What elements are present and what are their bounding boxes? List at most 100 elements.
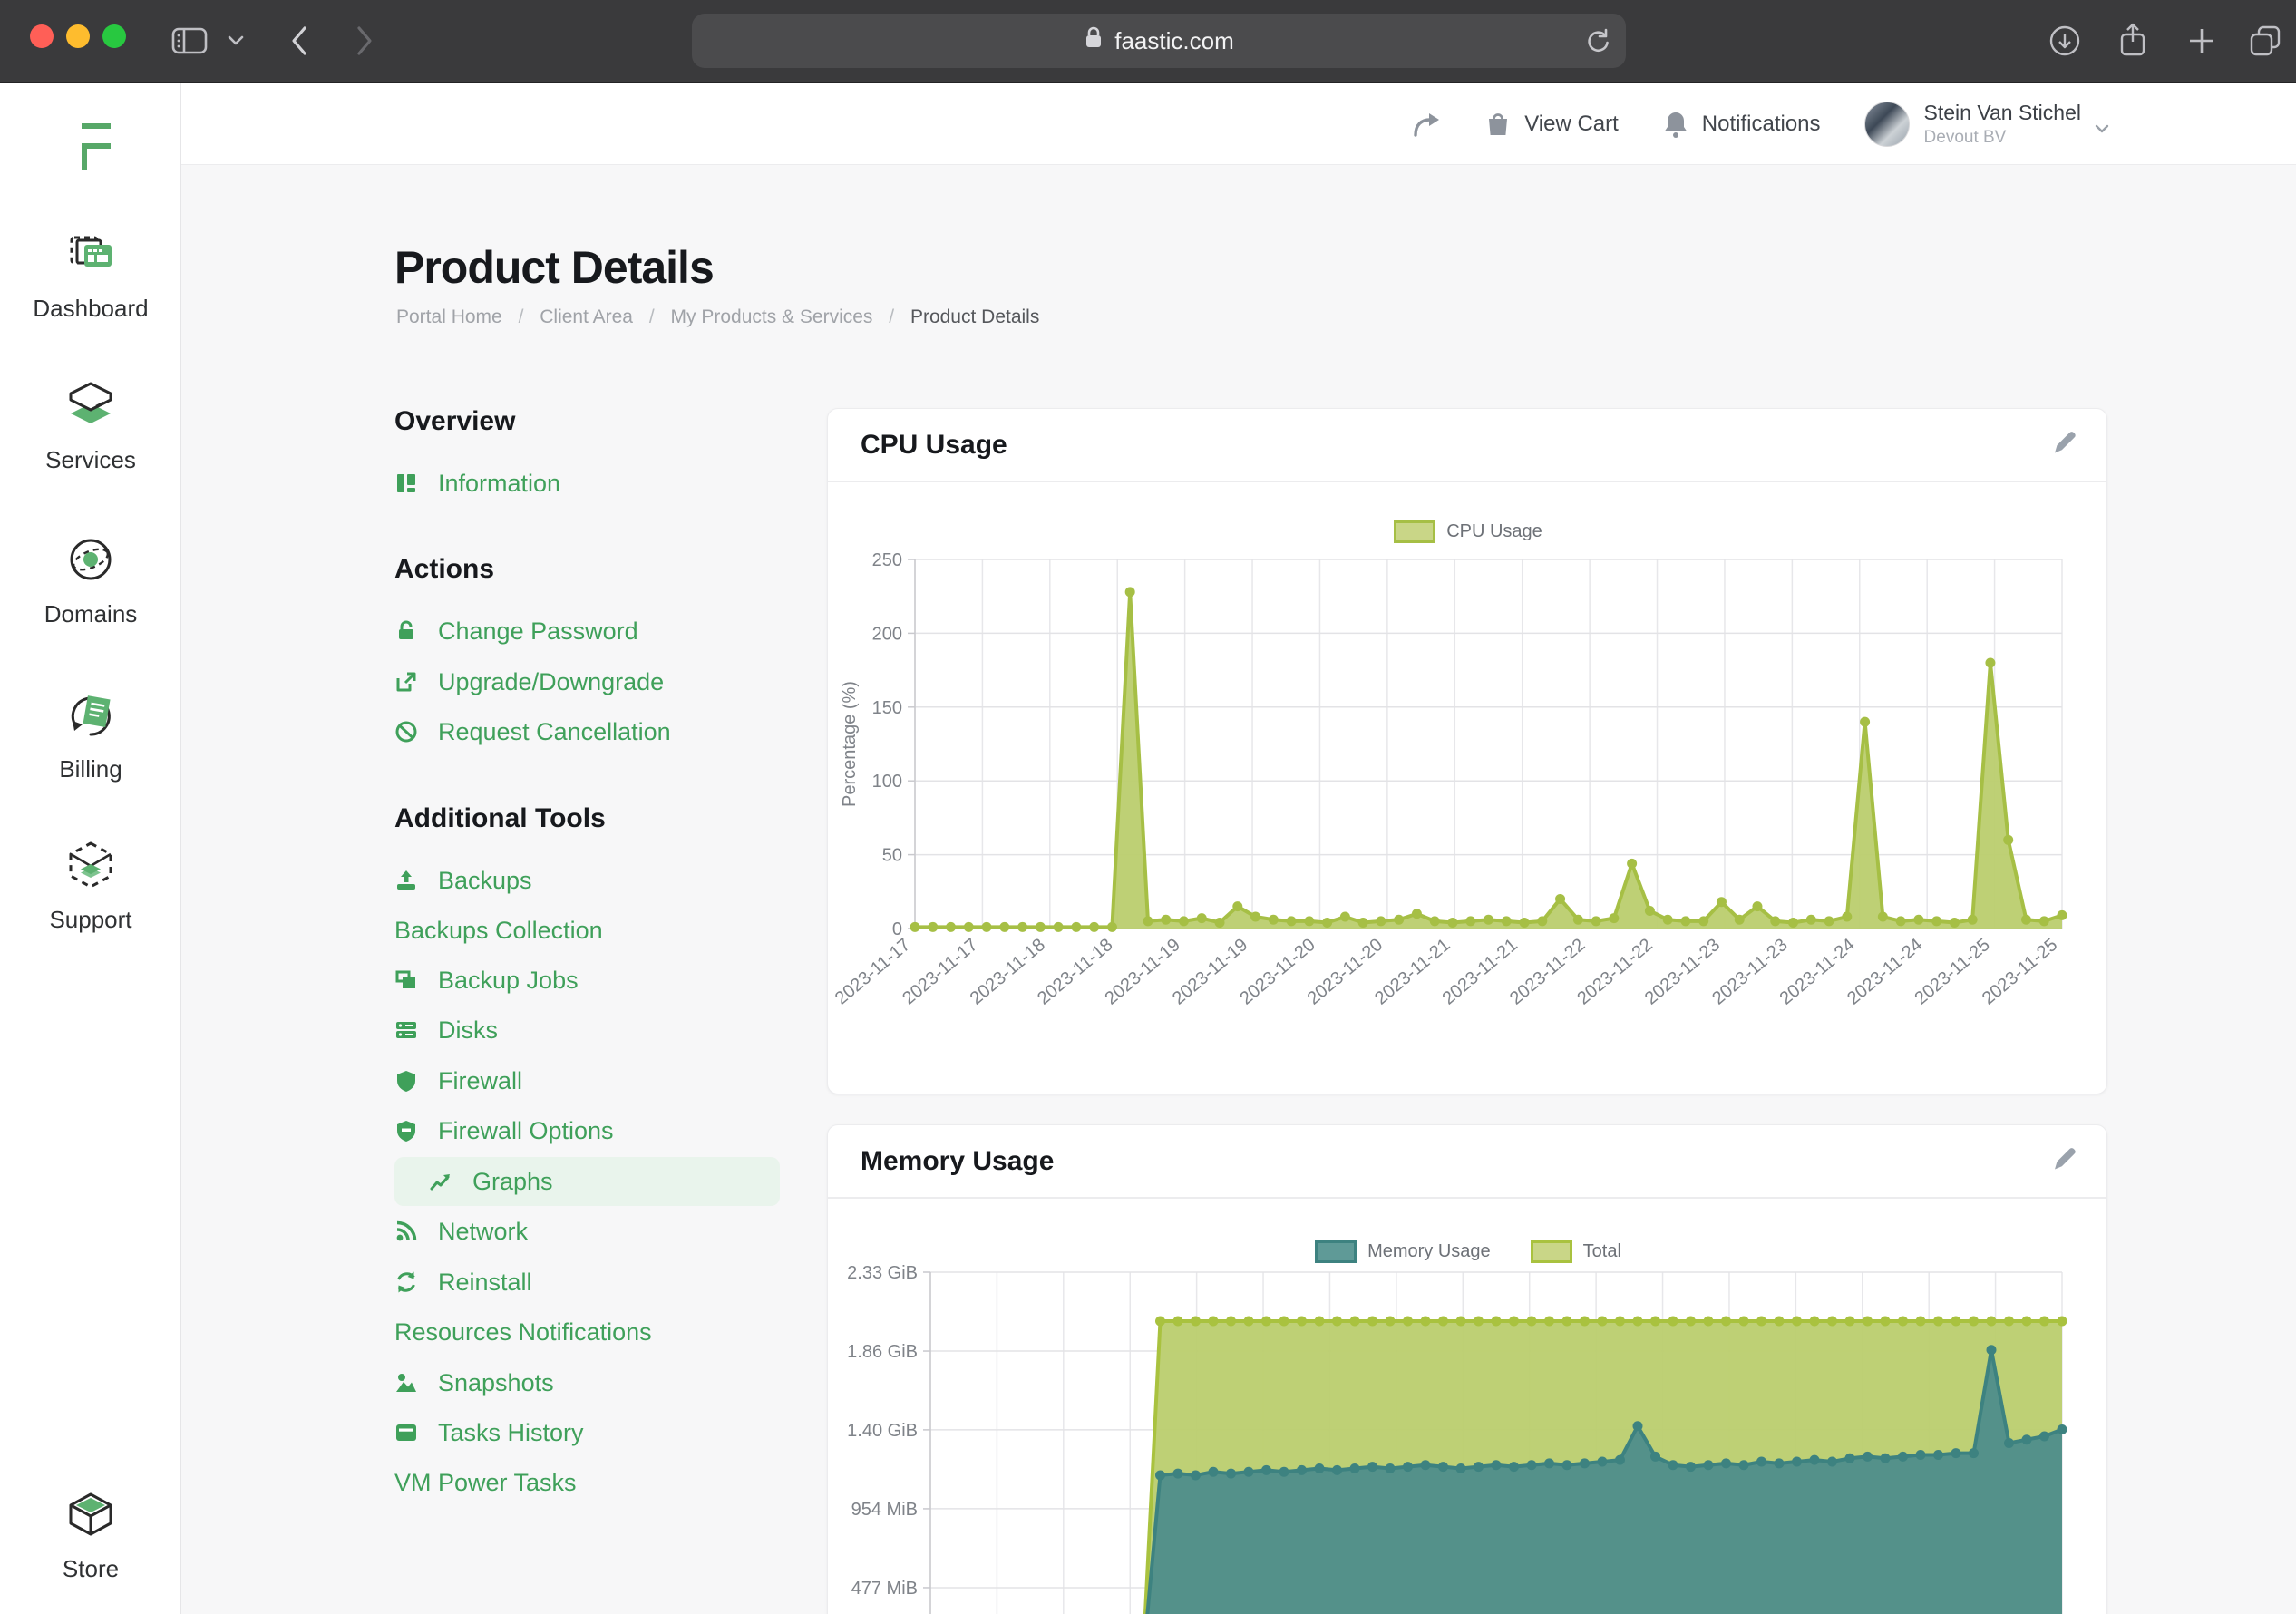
- nav-item-backups[interactable]: Backups: [394, 856, 780, 905]
- chart-line-icon: [429, 1170, 452, 1193]
- browser-chrome: faastic.com: [0, 0, 2296, 83]
- reload-icon[interactable]: [1584, 27, 1611, 54]
- copy-icon: [394, 968, 418, 992]
- breadcrumb-item[interactable]: Client Area: [540, 306, 633, 327]
- nav-item-label: Upgrade/Downgrade: [438, 668, 664, 696]
- nav-item-backup-jobs[interactable]: Backup Jobs: [394, 956, 780, 1005]
- nav-item-disks[interactable]: Disks: [394, 1006, 780, 1055]
- quick-action-button[interactable]: [1412, 111, 1441, 138]
- nav-item-label: Request Cancellation: [438, 718, 671, 746]
- legend-swatch-cpu: [1394, 520, 1435, 543]
- window-close-button[interactable]: [30, 24, 54, 48]
- user-block: Stein Van Stichel Devout BV: [1924, 101, 2081, 148]
- support-icon: [63, 880, 118, 896]
- sidebar-item-label: Services: [0, 446, 181, 474]
- nav-item-tasks-history[interactable]: Tasks History: [394, 1408, 780, 1457]
- upload-icon: [394, 869, 418, 892]
- nav-item-information[interactable]: Information: [394, 459, 780, 508]
- nav-item-graphs[interactable]: Graphs: [394, 1157, 780, 1206]
- window-minimize-button[interactable]: [66, 24, 90, 48]
- legend-entry: CPU Usage: [1394, 520, 1542, 543]
- address-bar[interactable]: faastic.com: [692, 14, 1626, 68]
- sidebar-toggle-icon[interactable]: [170, 25, 209, 56]
- sync-icon: [394, 1270, 418, 1294]
- sidebar-item-label: Support: [0, 906, 181, 934]
- nav-item-request-cancellation[interactable]: Request Cancellation: [394, 707, 780, 756]
- nav-item-resources-notifications[interactable]: Resources Notifications: [394, 1308, 780, 1356]
- new-tab-icon[interactable]: [2187, 26, 2216, 55]
- card-title: CPU Usage: [861, 430, 1007, 461]
- chevron-down-icon: [2094, 123, 2110, 134]
- nav-item-firewall-options[interactable]: Firewall Options: [394, 1106, 780, 1155]
- sidebar-item-support[interactable]: Support: [0, 838, 181, 934]
- svg-text:2023-11-25: 2023-11-25: [1979, 935, 2061, 1009]
- breadcrumb: Portal Home / Client Area / My Products …: [396, 306, 1039, 328]
- back-icon[interactable]: [288, 24, 310, 58]
- page-title: Product Details: [394, 241, 714, 294]
- nav-item-change-password[interactable]: Change Password: [394, 607, 780, 656]
- breadcrumb-item[interactable]: My Products & Services: [671, 306, 873, 327]
- svg-text:Percentage (%): Percentage (%): [840, 681, 860, 807]
- legend-swatch-memory-usage: [1315, 1240, 1357, 1263]
- memory-usage-card: Memory Usage 0 B477 MiB954 MiB1.40 GiB1.…: [827, 1124, 2107, 1614]
- nav-item-snapshots[interactable]: Snapshots: [394, 1358, 780, 1407]
- window-zoom-button[interactable]: [102, 24, 126, 48]
- view-cart-button[interactable]: View Cart: [1484, 110, 1619, 139]
- nav-item-label: Change Password: [438, 617, 638, 646]
- tab-overview-icon[interactable]: [2247, 23, 2283, 59]
- svg-text:1.86 GiB: 1.86 GiB: [847, 1342, 918, 1362]
- svg-text:100: 100: [872, 772, 902, 792]
- chevron-down-icon[interactable]: [227, 34, 245, 47]
- forward-icon[interactable]: [354, 24, 375, 58]
- breadcrumb-item[interactable]: Portal Home: [396, 306, 502, 327]
- external-link-icon: [394, 670, 418, 694]
- shield-minus-icon: [394, 1119, 418, 1142]
- svg-text:250: 250: [872, 550, 902, 570]
- user-menu[interactable]: Stein Van Stichel Devout BV: [1864, 101, 2110, 148]
- cpu-chart: 0501001502002502023-11-172023-11-172023-…: [828, 482, 2107, 1094]
- nav-item-label: Backups: [438, 867, 532, 895]
- nav-item-network[interactable]: Network: [394, 1207, 780, 1256]
- legend-label: CPU Usage: [1446, 521, 1542, 542]
- edit-icon[interactable]: [2048, 427, 2079, 462]
- cpu-usage-card: CPU Usage 0501001502002502023-11-172023-…: [827, 408, 2107, 1094]
- memory-legend: Memory Usage Total: [828, 1240, 2107, 1263]
- sidebar-item-store[interactable]: Store: [0, 1487, 181, 1583]
- legend-label: Total: [1583, 1241, 1621, 1262]
- edit-icon[interactable]: [2048, 1143, 2079, 1179]
- sidebar-item-domains[interactable]: Domains: [0, 532, 181, 628]
- sidebar-item-label: Dashboard: [0, 295, 181, 323]
- nav-section-additional-tools: Additional Tools: [394, 794, 780, 843]
- sidebar-item-dashboard[interactable]: Dashboard: [0, 227, 181, 323]
- image-icon: [394, 1371, 418, 1395]
- share-icon[interactable]: [2116, 22, 2149, 60]
- nav-item-backups-collection[interactable]: Backups Collection: [394, 906, 780, 955]
- svg-text:2.33 GiB: 2.33 GiB: [847, 1263, 918, 1283]
- breadcrumb-separator: /: [649, 306, 655, 327]
- nav-item-label: Reinstall: [438, 1269, 532, 1297]
- nav-item-upgrade-downgrade[interactable]: Upgrade/Downgrade: [394, 657, 780, 706]
- lock-icon: [1084, 25, 1104, 57]
- sidebar-item-services[interactable]: Services: [0, 378, 181, 474]
- nav-item-label: Firewall Options: [438, 1117, 614, 1145]
- svg-text:954 MiB: 954 MiB: [851, 1500, 918, 1520]
- nav-item-label: Backups Collection: [394, 917, 603, 945]
- nav-item-label: Information: [438, 470, 560, 498]
- downloads-icon[interactable]: [2048, 24, 2082, 58]
- nav-item-reinstall[interactable]: Reinstall: [394, 1258, 780, 1307]
- faastic-logo[interactable]: [82, 123, 112, 170]
- avatar: [1864, 102, 1910, 147]
- nav-item-label: VM Power Tasks: [394, 1469, 577, 1497]
- svg-text:200: 200: [872, 624, 902, 644]
- sidebar-item-billing[interactable]: Billing: [0, 687, 181, 783]
- nav-item-firewall[interactable]: Firewall: [394, 1056, 780, 1105]
- domains-icon: [63, 575, 118, 590]
- nav-item-label: Backup Jobs: [438, 967, 579, 995]
- nav-item-label: Snapshots: [438, 1369, 554, 1397]
- nav-section-overview: Overview: [394, 397, 780, 446]
- svg-text:50: 50: [882, 846, 902, 866]
- notifications-button[interactable]: Notifications: [1662, 110, 1821, 139]
- svg-text:1.40 GiB: 1.40 GiB: [847, 1421, 918, 1441]
- nav-item-vm-power-tasks[interactable]: VM Power Tasks: [394, 1458, 780, 1507]
- window-icon: [394, 1421, 418, 1444]
